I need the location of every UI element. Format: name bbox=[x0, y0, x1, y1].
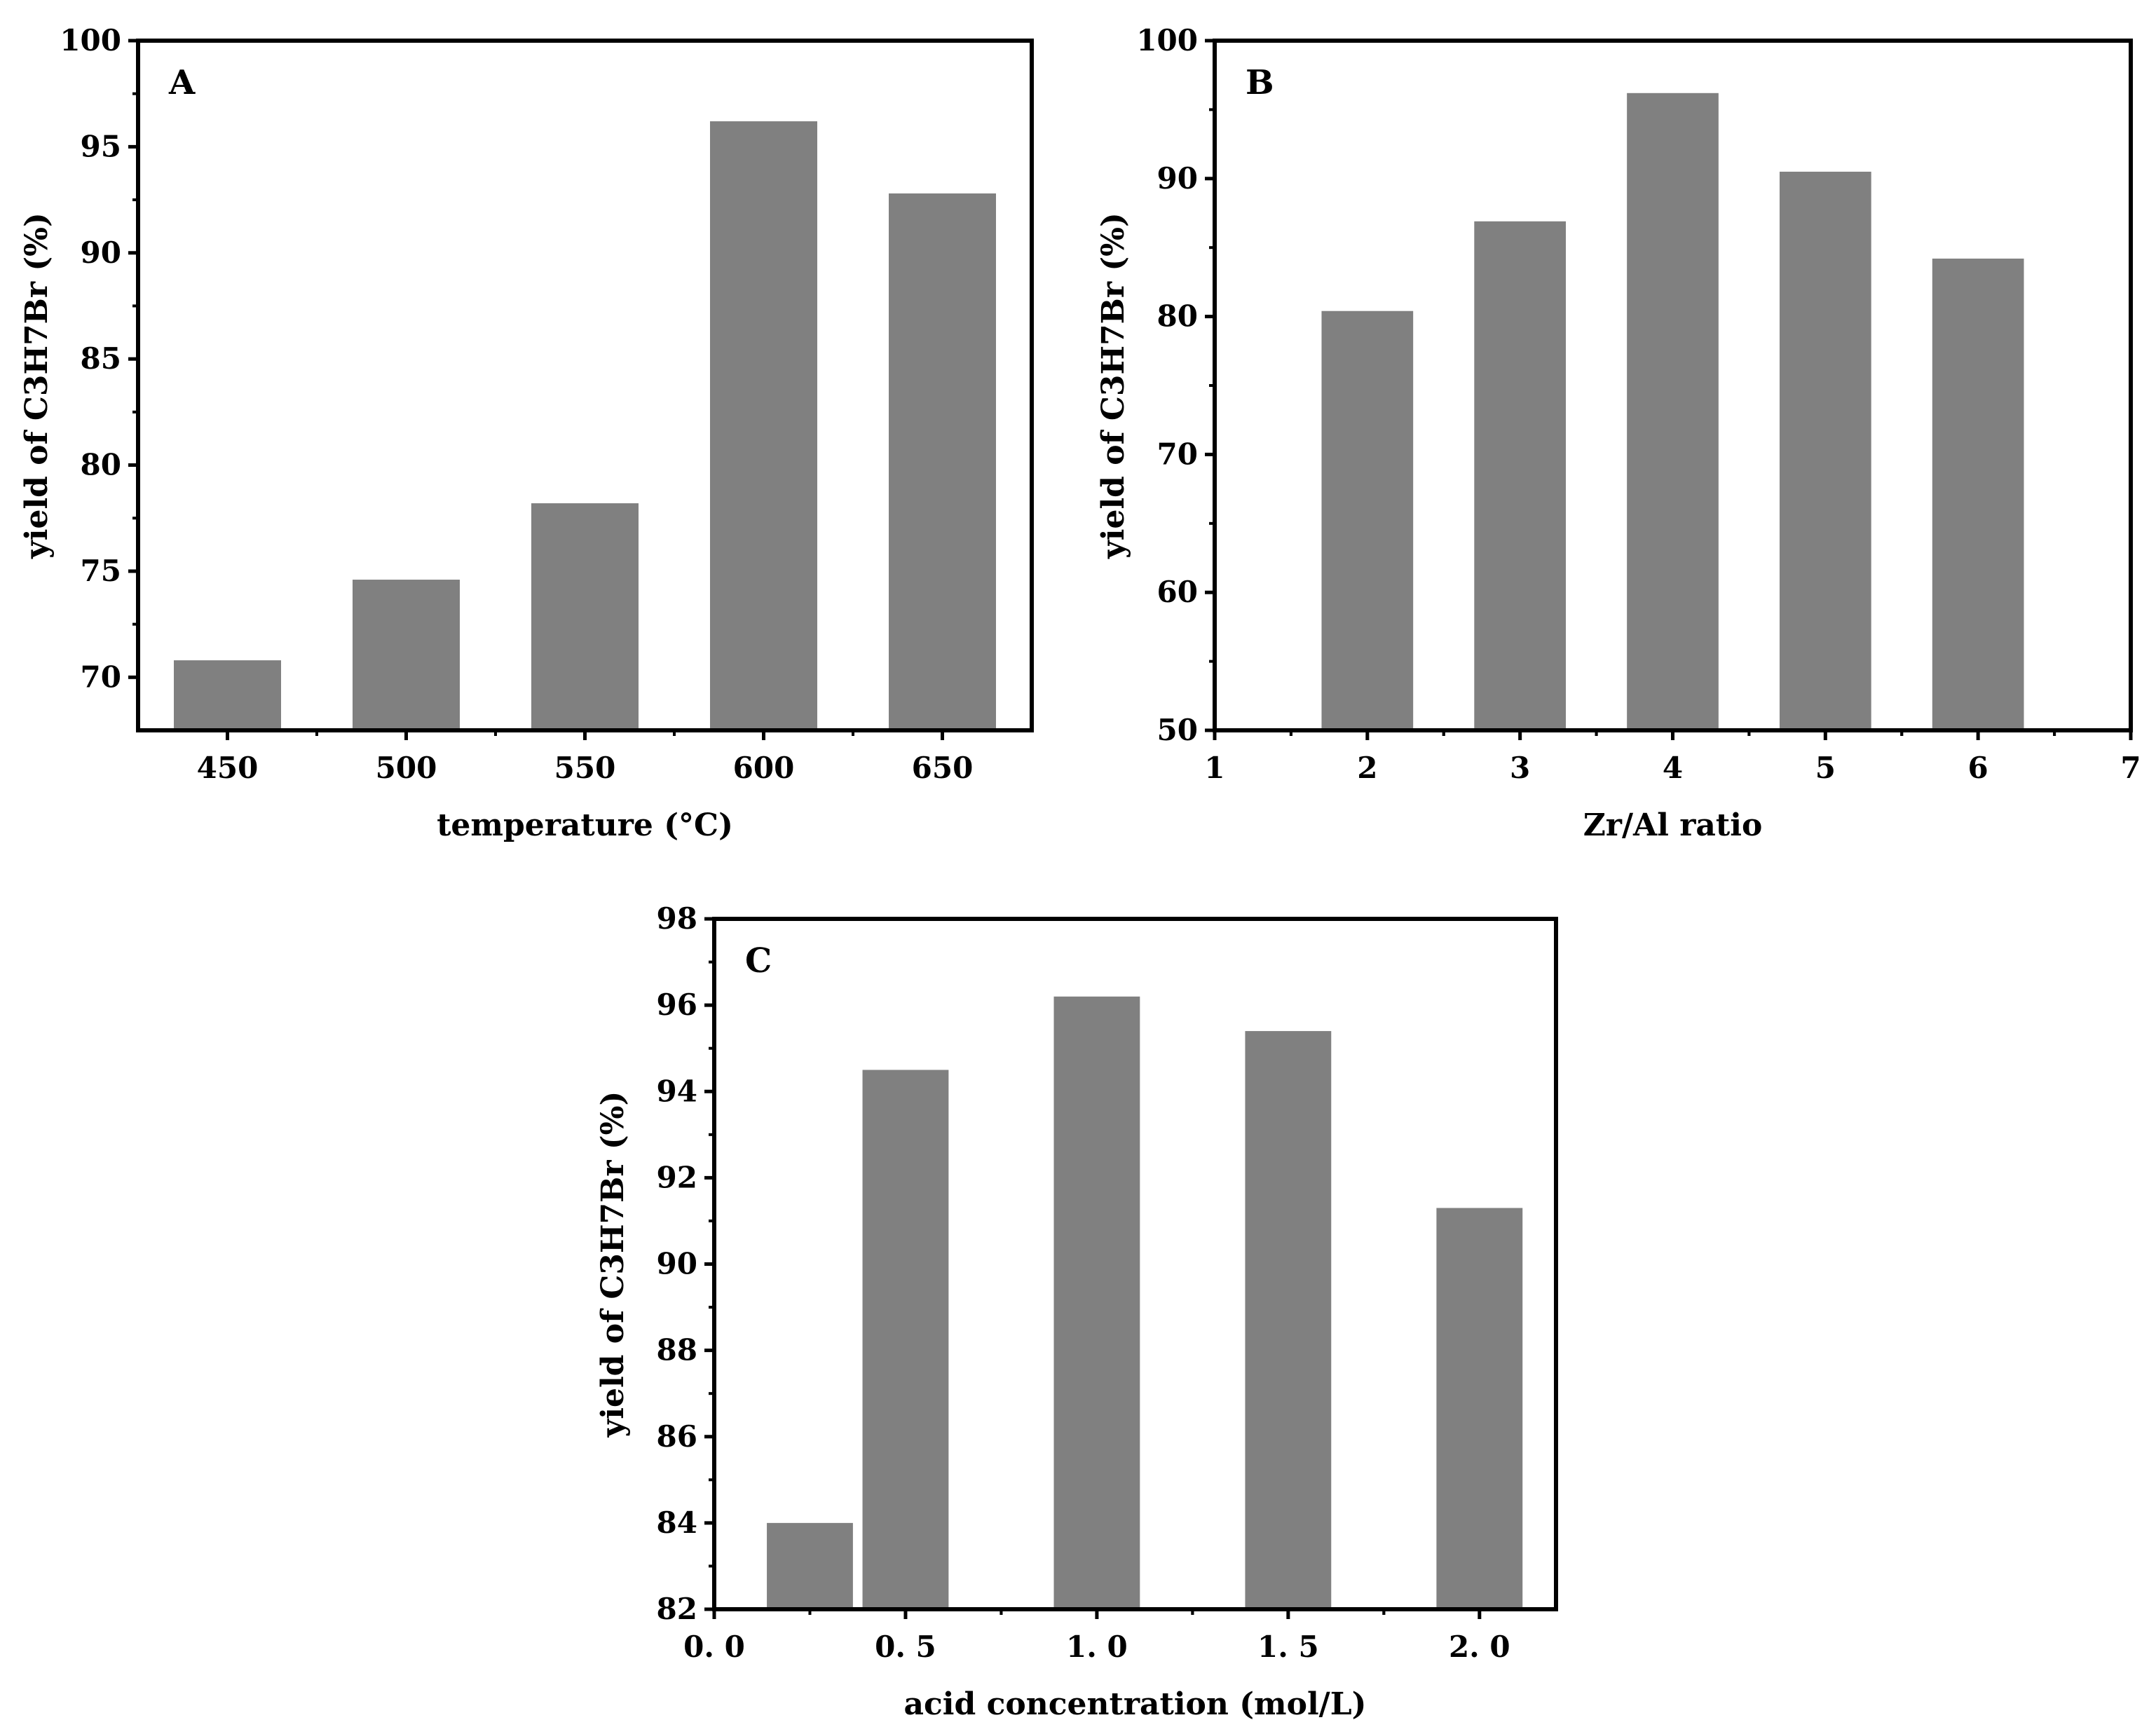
panel-c-bar-1.5 bbox=[1245, 1031, 1332, 1609]
panel-a-x-tick-label: 450 bbox=[197, 751, 259, 785]
panel-c-x-tick-label: 0. 5 bbox=[875, 1630, 936, 1664]
panel-b-x-tick-label: 2 bbox=[1357, 751, 1377, 785]
panel-b-y-tick-label: 60 bbox=[1157, 575, 1198, 609]
panel-c-y-tick-label: 86 bbox=[657, 1419, 697, 1454]
panel-b-y-tick-label: 70 bbox=[1157, 437, 1198, 471]
panel-b-y-tick-label: 50 bbox=[1157, 713, 1198, 747]
panel-a-y-tick-label: 80 bbox=[81, 448, 121, 482]
panel-a-bar-650 bbox=[889, 193, 996, 730]
panel-c-x-tick-label: 1. 5 bbox=[1257, 1630, 1319, 1664]
panel-b-y-tick-label: 100 bbox=[1136, 23, 1198, 57]
panel-b-zr-al-ratio-chart: 50 60 70 80 90 100 1 2 3 4 5 6 7 B Zr/Al ratio yield of… bbox=[1096, 23, 2141, 843]
panel-c-y-tick-label: 96 bbox=[657, 988, 697, 1022]
panel-c-x-tick-label: 2. 0 bbox=[1449, 1630, 1510, 1664]
panel-b-x-tick-label: 4 bbox=[1663, 751, 1683, 785]
panel-a-x-tick-label: 600 bbox=[733, 751, 795, 785]
panel-b-bar-3 bbox=[1474, 221, 1567, 731]
panel-b-bar-6 bbox=[1932, 258, 2024, 731]
panel-c-y-tick-label: 88 bbox=[657, 1333, 697, 1367]
panel-c-y-tick-label: 82 bbox=[657, 1592, 697, 1626]
panel-c-bar-1.0 bbox=[1053, 996, 1140, 1609]
panel-b-y-tick-label: 90 bbox=[1157, 161, 1198, 196]
panel-c-y-tick-label: 84 bbox=[657, 1506, 697, 1540]
panel-b-bar-2 bbox=[1321, 310, 1414, 730]
panel-c-y-axis-title: yield of C3H7Br (%) bbox=[595, 1091, 631, 1438]
panel-c-x-tick-label: 1. 0 bbox=[1066, 1630, 1128, 1664]
panel-b-x-tick-label: 5 bbox=[1815, 751, 1836, 785]
panel-c-bar-0.25 bbox=[767, 1522, 853, 1609]
panel-a-y-tick-label: 100 bbox=[60, 23, 121, 57]
panel-b-label: B bbox=[1246, 63, 1274, 102]
panel-c-bar-0.5 bbox=[862, 1070, 949, 1609]
panel-a-temperature-chart: 70 75 80 85 90 95 100 450 500 550 600 650 Atemperatu… bbox=[19, 23, 1034, 843]
panel-a-y-tick-label: 85 bbox=[81, 341, 121, 376]
panel-b-bar-5 bbox=[1779, 171, 1871, 730]
panel-b-y-axis-title: yield of C3H7Br (%) bbox=[1096, 212, 1131, 559]
panel-a-x-tick-label: 500 bbox=[376, 751, 437, 785]
panel-a-x-tick-label: 550 bbox=[554, 751, 616, 785]
panel-c-acid-concentration-chart: 82 84 86 88 90 92 94 96 98 0. 0 0. 5 1. 0 1. 5 2. 0 Ca… bbox=[595, 901, 1558, 1722]
panel-c-bar-2.0 bbox=[1436, 1208, 1523, 1609]
panel-a-y-tick-label: 95 bbox=[81, 129, 121, 163]
panel-c-x-tick-label: 0. 0 bbox=[683, 1630, 745, 1664]
panel-a-bar-450 bbox=[174, 660, 281, 730]
panel-b-x-axis-title: Zr/Al ratio bbox=[1583, 807, 1763, 843]
panel-c-y-tick-label: 98 bbox=[657, 901, 697, 936]
panel-a-bar-550 bbox=[531, 503, 639, 730]
panel-c-y-tick-label: 90 bbox=[657, 1247, 697, 1281]
panel-a-bar-600 bbox=[710, 121, 817, 730]
panel-a-x-tick-label: 650 bbox=[912, 751, 974, 785]
panel-b-x-tick-label: 6 bbox=[1968, 751, 1988, 785]
panel-a-y-tick-label: 90 bbox=[81, 235, 121, 270]
panel-a-x-axis-title: temperature (°C) bbox=[437, 807, 733, 843]
panel-a-y-tick-label: 70 bbox=[81, 660, 121, 694]
panel-b-x-tick-label: 3 bbox=[1510, 751, 1530, 785]
panel-a-label: A bbox=[168, 63, 196, 102]
panel-c-label: C bbox=[745, 941, 772, 981]
panel-c-y-tick-label: 92 bbox=[657, 1160, 697, 1194]
panel-a-bar-500 bbox=[353, 580, 460, 730]
panel-b-bar-4 bbox=[1627, 93, 1719, 730]
panel-c-y-tick-label: 94 bbox=[657, 1074, 697, 1108]
panel-a-y-tick-label: 75 bbox=[81, 554, 121, 588]
panel-c-x-axis-title: acid concentration (mol/L) bbox=[904, 1686, 1367, 1722]
panel-b-y-tick-label: 80 bbox=[1157, 299, 1198, 334]
panel-a-y-axis-title: yield of C3H7Br (%) bbox=[19, 212, 55, 559]
panel-b-x-tick-label: 7 bbox=[2120, 751, 2141, 785]
panel-b-x-tick-label: 1 bbox=[1204, 751, 1224, 785]
